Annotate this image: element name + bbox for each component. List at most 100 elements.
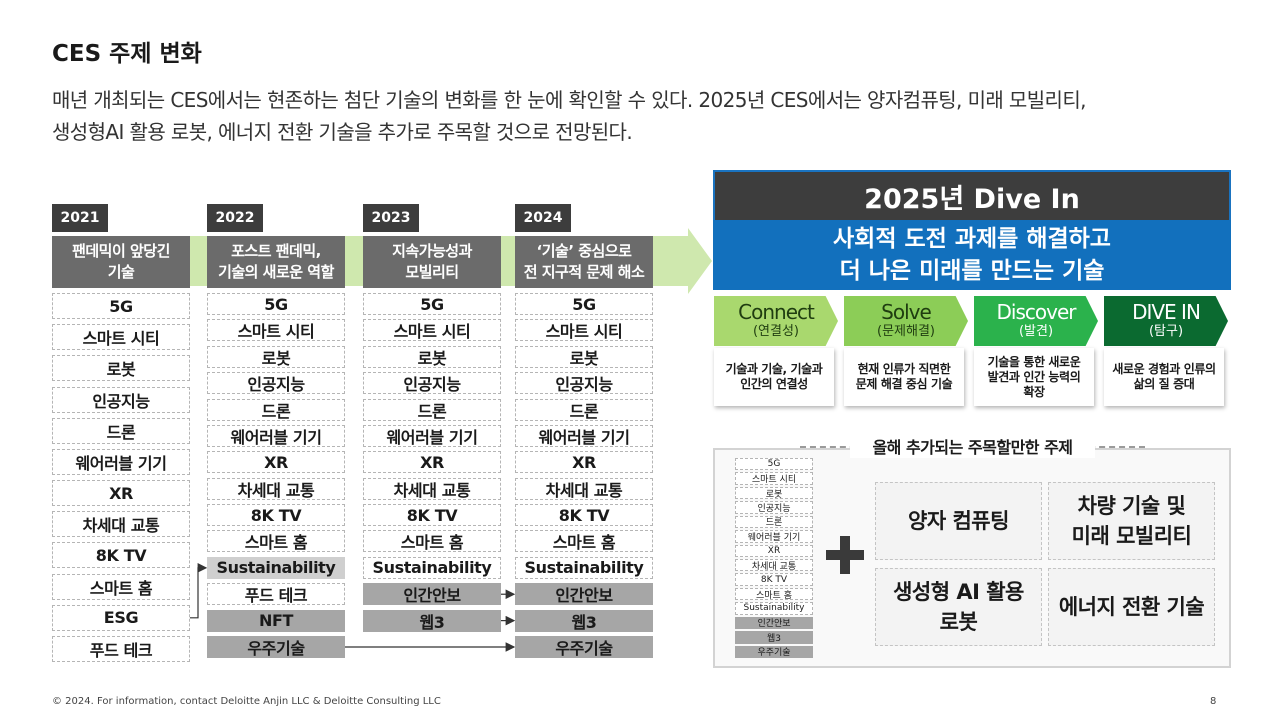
- desc-line: 확장: [1023, 384, 1045, 399]
- mini-item: 웨어러블 기기: [735, 530, 813, 543]
- column-heading: 포스트 팬데믹, 기술의 새로운 역할: [207, 236, 345, 288]
- added-heading: 올해 추가되는 주목할만한 주제: [850, 434, 1095, 458]
- mini-item: 스마트 시티: [735, 472, 813, 485]
- topic-item: Sustainability: [363, 556, 501, 579]
- heading-line: 지속가능성과: [392, 242, 472, 260]
- topic-item: Sustainability: [515, 556, 653, 579]
- heading-line: ‘기술’ 중심으로: [536, 242, 632, 260]
- mini-item: 5G: [735, 458, 813, 471]
- topic-item: 차세대 교통: [515, 477, 653, 500]
- topic-item: 8K TV: [515, 504, 653, 527]
- year-tab: 2023: [363, 204, 419, 232]
- mini-item: 인간안보: [735, 616, 813, 629]
- plus-v: [840, 536, 850, 574]
- topic-item: NFT: [207, 609, 345, 632]
- stage-name: Solve: [881, 300, 932, 324]
- topic-item: 웹3: [363, 609, 501, 632]
- topic-item: 웹3: [515, 609, 653, 632]
- mini-item: 로봇: [735, 486, 813, 500]
- topic-line: 차량 기술 및: [1077, 494, 1186, 518]
- footer-copyright: © 2024. For information, contact Deloitt…: [52, 696, 441, 707]
- topic-item: 차세대 교통: [363, 477, 501, 500]
- topic-item: 차세대 교통: [207, 477, 345, 500]
- topic-item: 5G: [363, 293, 501, 315]
- dive-subtitle: 사회적 도전 과제를 해결하고 더 나은 미래를 만드는 기술: [713, 220, 1231, 290]
- year-tab: 2022: [207, 204, 263, 232]
- mini-item: XR: [735, 544, 813, 557]
- topic-line: 양자 컴퓨팅: [908, 509, 1009, 533]
- topic-item: 스마트 시티: [363, 319, 501, 342]
- desc-line: 기술을 통한 새로운: [987, 354, 1081, 369]
- topic-item: 차세대 교통: [52, 511, 190, 538]
- topic-item: 스마트 시티: [207, 319, 345, 342]
- topic-item: XR: [207, 451, 345, 474]
- stage-name: Connect: [738, 300, 815, 324]
- topic-item: 웨어러블 기기: [363, 424, 501, 447]
- topic-item: 로봇: [363, 345, 501, 368]
- desc-line: 현재 인류가 직면한: [857, 362, 951, 376]
- topic-item: 인공지능: [363, 372, 501, 395]
- mini-item: 웹3: [735, 631, 813, 644]
- topic-item: 로봇: [515, 345, 653, 368]
- topic-card: 에너지 전환 기술: [1048, 568, 1215, 646]
- heading-line: 전 지구적 문제 해소: [523, 263, 645, 281]
- heading-line: 기술의 새로운 역할: [218, 263, 334, 281]
- topic-line: 에너지 전환 기술: [1058, 595, 1205, 619]
- topic-item: 스마트 홈: [515, 530, 653, 553]
- heading-line: 모빌리티: [405, 263, 459, 281]
- topic-item: 스마트 시티: [515, 319, 653, 342]
- mini-item: 8K TV: [735, 573, 813, 586]
- lead-line: 매년 개최되는 CES에서는 현존하는 첨단 기술의 변화를 한 눈에 확인할 …: [52, 88, 1086, 112]
- topic-item: 드론: [207, 398, 345, 421]
- topic-item: ESG: [52, 604, 190, 631]
- topic-item: 5G: [207, 293, 345, 315]
- link-group: [190, 563, 516, 652]
- topic-card: 양자 컴퓨팅: [875, 482, 1042, 560]
- year-tab: 2021: [52, 204, 108, 232]
- topic-item: 드론: [52, 417, 190, 444]
- desc-line: 문제 해결 중심 기술: [855, 377, 953, 391]
- topic-card: 차량 기술 및 미래 모빌리티: [1048, 482, 1215, 560]
- page-number: 8: [1210, 696, 1217, 707]
- stage-desc: 기술을 통한 새로운 발견과 인간 능력의 확장: [974, 348, 1094, 406]
- stage-sub: (탐구): [1148, 324, 1184, 339]
- topic-item: 푸드 테크: [207, 583, 345, 606]
- topic-item: 로봇: [207, 345, 345, 368]
- mini-item: 드론: [735, 515, 813, 528]
- topic-item: 8K TV: [52, 542, 190, 569]
- desc-line: 발견과 인간 능력의: [987, 369, 1081, 384]
- stage-sub: (발견): [1018, 324, 1054, 339]
- topic-item: 드론: [363, 398, 501, 421]
- lead-line: 생성형AI 활용 로봇, 에너지 전환 기술을 추가로 주목할 것으로 전망된다…: [52, 120, 633, 144]
- topic-item: 5G: [515, 293, 653, 315]
- topic-item: 웨어러블 기기: [52, 448, 190, 475]
- heading-line: 포스트 팬데믹,: [231, 242, 321, 260]
- subtitle-line: 더 나은 미래를 만드는 기술: [839, 258, 1105, 284]
- topic-item: 8K TV: [207, 504, 345, 527]
- topic-item: 인공지능: [207, 372, 345, 395]
- topic-item: 푸드 테크: [52, 636, 190, 662]
- stage-name: Discover: [996, 300, 1077, 324]
- stage-desc: 새로운 경험과 인류의 삶의 질 증대: [1104, 348, 1224, 406]
- mini-item: 우주기술: [735, 645, 813, 658]
- topic-line: 로봇: [939, 610, 978, 634]
- desc-line: 새로운 경험과 인류의: [1112, 362, 1216, 376]
- topic-line: 생성형 AI 활용: [893, 580, 1024, 604]
- mini-item: 스마트 홈: [735, 587, 813, 601]
- lead-text: 매년 개최되는 CES에서는 현존하는 첨단 기술의 변화를 한 눈에 확인할 …: [52, 84, 1086, 148]
- topic-item: 스마트 홈: [52, 573, 190, 600]
- mini-item: Sustainability: [735, 602, 813, 615]
- topic-item: 스마트 홈: [207, 530, 345, 553]
- heading-line: 팬데믹이 앞당긴: [72, 242, 170, 260]
- desc-line: 인간의 연결성: [740, 377, 808, 391]
- topic-item: 드론: [515, 398, 653, 421]
- mini-item: 차세대 교통: [735, 559, 813, 572]
- mini-item: 인공지능: [735, 501, 813, 514]
- slide-title: CES 주제 변화: [52, 41, 202, 67]
- topic-item: 스마트 시티: [52, 324, 190, 351]
- stage-chevron: Discover (발견): [974, 296, 1098, 346]
- topic-item: 인공지능: [52, 386, 190, 413]
- column-heading: 팬데믹이 앞당긴 기술: [52, 236, 190, 288]
- stage-chevron: DIVE IN (탐구): [1104, 296, 1228, 346]
